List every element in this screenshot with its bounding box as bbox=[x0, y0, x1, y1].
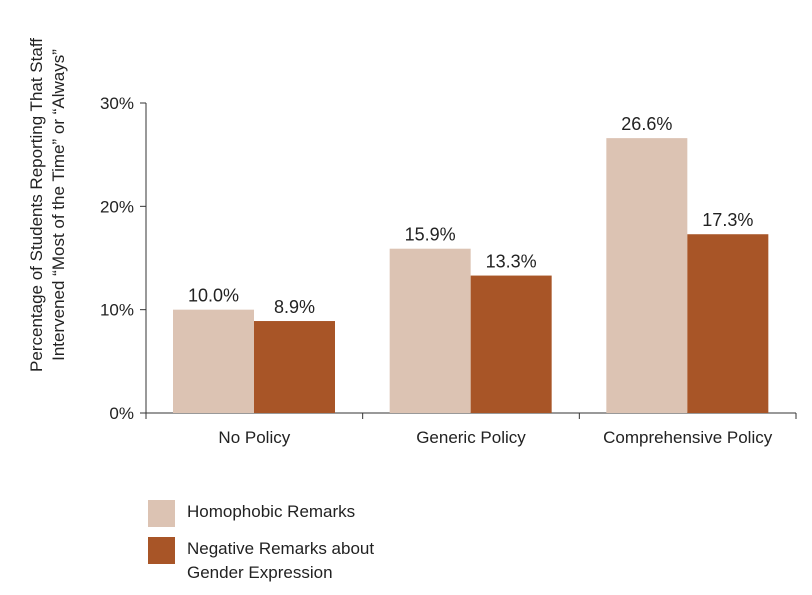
y-tick-label: 30% bbox=[100, 94, 134, 113]
data-labels: 10.0% 8.9% 15.9% 13.3% 26.6% 17.3% bbox=[188, 114, 753, 317]
bar-homophobic bbox=[389, 248, 471, 413]
x-tick-label: Generic Policy bbox=[416, 428, 526, 447]
data-label: 8.9% bbox=[274, 297, 315, 317]
legend: Homophobic Remarks Negative Remarks abou… bbox=[148, 500, 374, 595]
bar-homophobic bbox=[173, 309, 254, 413]
y-axis-label: Percentage of Students Reporting That St… bbox=[27, 38, 68, 372]
y-tick-label: 20% bbox=[100, 197, 134, 216]
data-label: 13.3% bbox=[486, 252, 537, 272]
bar-gender-expression bbox=[687, 234, 769, 413]
bars bbox=[173, 138, 769, 413]
bar-gender-expression bbox=[470, 275, 552, 413]
data-label: 17.3% bbox=[702, 210, 753, 230]
y-tick-label: 0% bbox=[109, 404, 134, 423]
legend-swatch-gender-expression bbox=[148, 537, 175, 564]
legend-item-homophobic: Homophobic Remarks bbox=[148, 500, 374, 527]
y-tick-label: 10% bbox=[100, 301, 134, 320]
legend-swatch-homophobic bbox=[148, 500, 175, 527]
x-tick-label: No Policy bbox=[218, 428, 290, 447]
data-label: 10.0% bbox=[188, 286, 239, 306]
x-tick-label: Comprehensive Policy bbox=[603, 428, 773, 447]
legend-label-gender-expression: Negative Remarks about Gender Expression bbox=[187, 539, 375, 582]
bar-gender-expression bbox=[254, 321, 335, 413]
data-label: 15.9% bbox=[405, 225, 456, 245]
legend-label-homophobic: Homophobic Remarks bbox=[187, 502, 356, 521]
legend-item-gender-expression: Negative Remarks about Gender Expression bbox=[148, 537, 374, 585]
y-axis-label-line-2: Intervened “Most of the Time” or “Always… bbox=[49, 49, 68, 361]
data-label: 26.6% bbox=[621, 114, 672, 134]
bar-homophobic bbox=[606, 138, 688, 413]
y-axis-label-line-1: Percentage of Students Reporting That St… bbox=[27, 38, 46, 372]
